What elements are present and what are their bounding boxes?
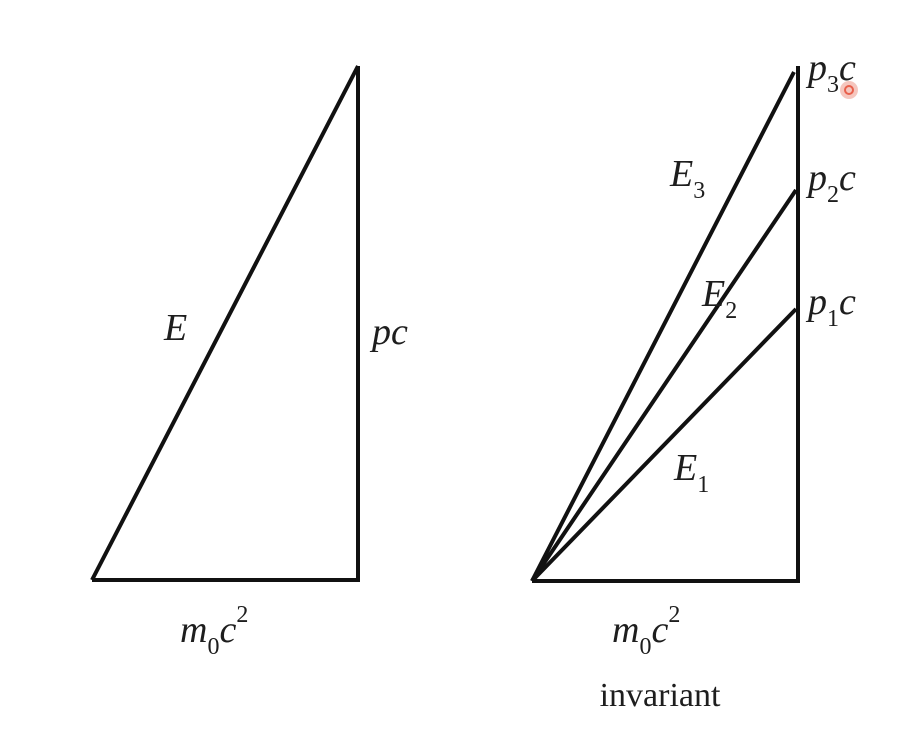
invariant-caption: invariant (600, 677, 721, 714)
left-vertical-label: pc (369, 311, 408, 353)
p1c-label: p1c (805, 281, 856, 332)
right-base-label: m0c2 (612, 602, 680, 660)
left-base-label: m0c2 (180, 602, 248, 660)
right-hypotenuse-e1-line (530, 307, 798, 583)
e2-label: E2 (701, 273, 737, 324)
left-triangle (90, 65, 360, 582)
left-hypotenuse-line (90, 65, 360, 581)
left-hypotenuse-label: E (163, 307, 187, 349)
right-triangle (530, 66, 800, 583)
p2c-label: p2c (805, 157, 856, 208)
p3c-label: p3c (805, 47, 856, 98)
e1-label: E1 (673, 447, 709, 498)
right-hypotenuse-e2-line (530, 188, 798, 583)
right-hypotenuse-e3-line (530, 71, 796, 582)
cursor-pointer-icon (840, 81, 858, 99)
e3-label: E3 (669, 153, 705, 204)
